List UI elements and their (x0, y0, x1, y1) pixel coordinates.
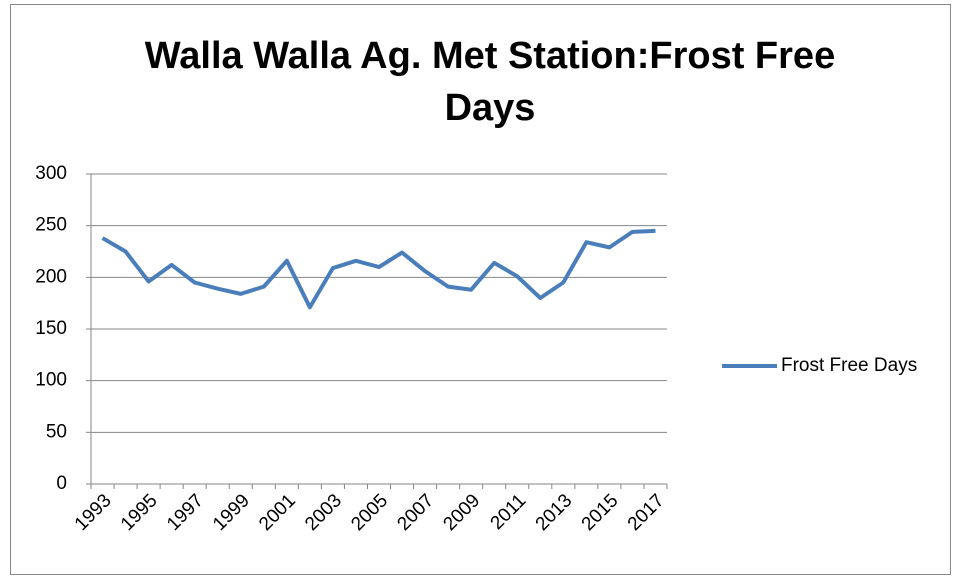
y-tick-label: 300 (35, 163, 67, 184)
y-tick-label: 150 (35, 318, 67, 339)
y-tick-label: 200 (35, 266, 67, 287)
x-tick-label: 2009 (439, 490, 484, 535)
x-tick-label: 2005 (347, 490, 392, 535)
x-tick-label: 2017 (624, 490, 669, 535)
y-tick-label: 100 (35, 370, 67, 391)
chart-border (10, 4, 951, 575)
y-tick-label: 50 (46, 421, 67, 442)
x-tick-label: 2011 (487, 490, 531, 534)
x-tick-label: 2007 (393, 490, 438, 535)
x-tick-label: 1997 (163, 490, 208, 535)
legend-label: Frost Free Days (781, 355, 917, 376)
data-line (101, 228, 656, 310)
x-tick-label: 2015 (578, 490, 623, 535)
x-tick-label: 1995 (117, 490, 162, 535)
x-tick-label: 1999 (209, 490, 254, 535)
x-tick-label: 1993 (71, 490, 116, 535)
y-tick-label: 250 (35, 215, 67, 236)
x-tick-label: 2013 (532, 490, 577, 535)
chart-title: Walla Walla Ag. Met Station:Frost Free D… (144, 35, 836, 129)
x-tick-label: 2001 (255, 490, 300, 535)
y-tick-label: 0 (56, 473, 67, 494)
x-tick-label: 2003 (301, 490, 346, 535)
